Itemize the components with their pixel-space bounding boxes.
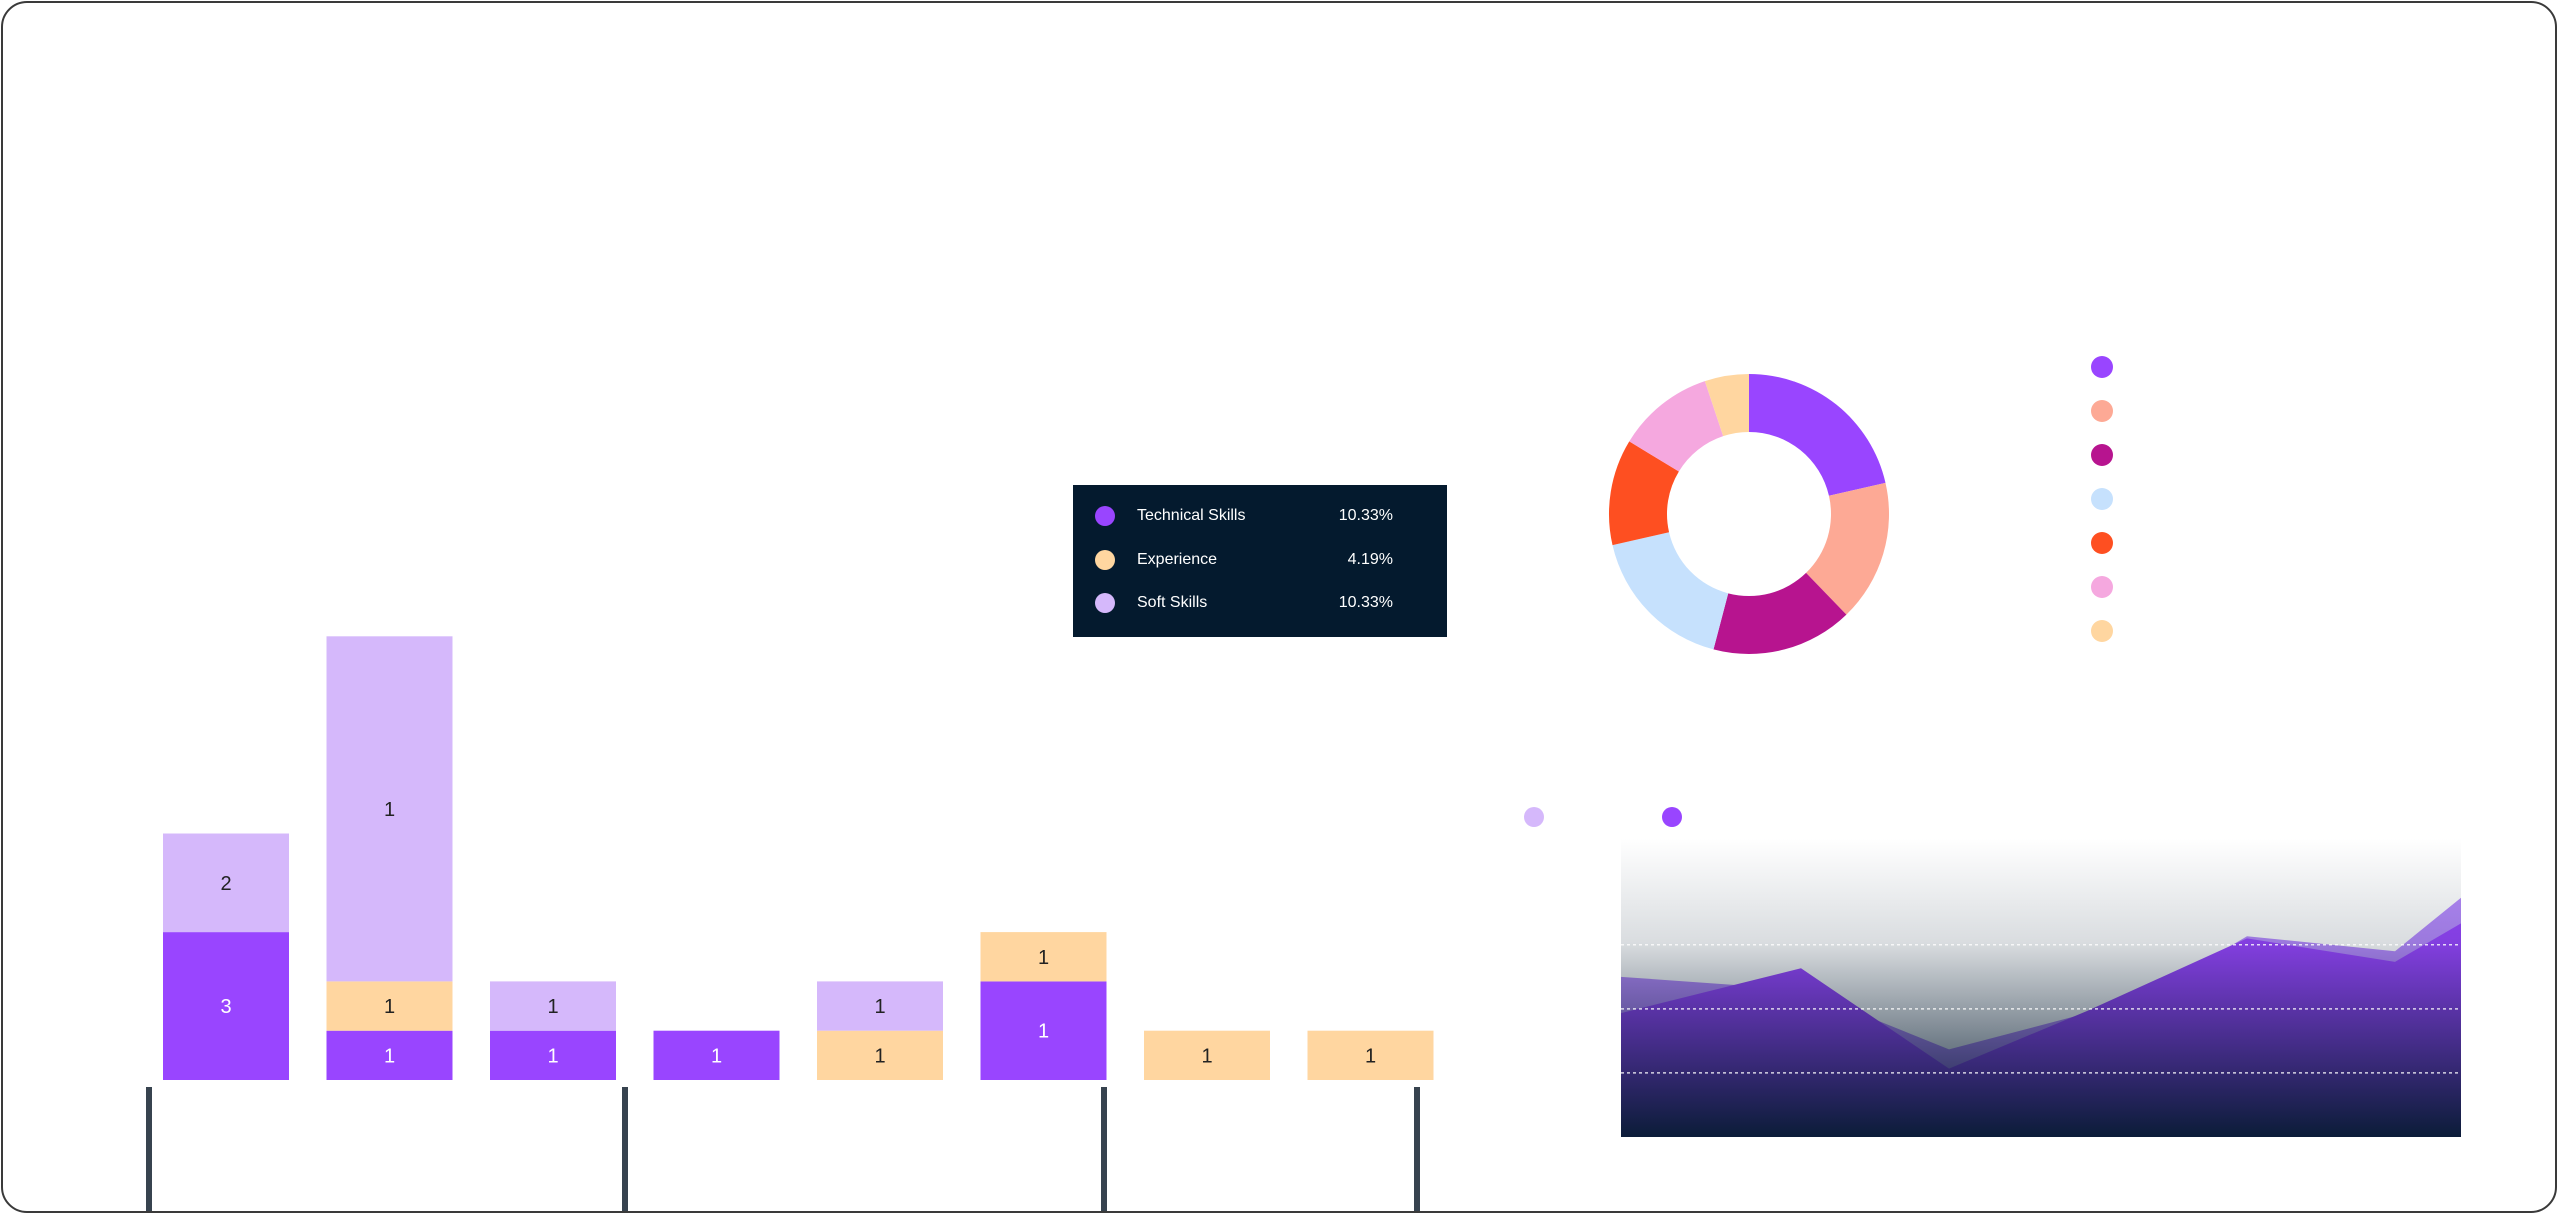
tooltip-label: Experience bbox=[1137, 550, 1218, 568]
axis-divider bbox=[1101, 1087, 1107, 1211]
tooltip-label: Technical Skills bbox=[1137, 507, 1246, 524]
bar-segment[interactable] bbox=[817, 1030, 943, 1080]
bar-segment[interactable] bbox=[326, 1030, 453, 1080]
tooltip-value: 10.33% bbox=[1338, 507, 1393, 524]
legend-dot-icon bbox=[2091, 488, 2113, 510]
tooltip-label: Soft Skills bbox=[1137, 594, 1208, 611]
bar-segment[interactable] bbox=[163, 932, 289, 1080]
bar-segment[interactable] bbox=[817, 981, 943, 1031]
donut-slice[interactable] bbox=[1629, 381, 1724, 472]
bar-segment[interactable] bbox=[653, 1030, 780, 1080]
tooltip-value: 4.19% bbox=[1347, 550, 1393, 568]
bar-data-label: 1 bbox=[711, 1045, 722, 1067]
bar-segment[interactable] bbox=[326, 981, 453, 1031]
tooltip-row-soft: Soft Skills 10.33% bbox=[1073, 582, 1447, 626]
legend-dot-icon bbox=[1524, 807, 1544, 827]
bar-data-label: 1 bbox=[384, 996, 395, 1018]
legend-dot-icon bbox=[1662, 807, 1682, 827]
experience-dot-icon bbox=[1095, 549, 1115, 570]
bar-data-label: 1 bbox=[384, 1045, 395, 1067]
donut-slice[interactable] bbox=[1609, 441, 1679, 546]
legend-dot-icon bbox=[2091, 400, 2113, 422]
legend-dot-icon bbox=[2091, 444, 2113, 466]
donut-slice[interactable] bbox=[1806, 482, 1889, 615]
legend-dot-icon bbox=[2091, 356, 2113, 378]
tooltip-value: 10.33% bbox=[1338, 594, 1393, 611]
bar-data-label: 1 bbox=[1201, 1045, 1212, 1067]
axis-divider bbox=[622, 1087, 628, 1211]
donut-slice[interactable] bbox=[1713, 572, 1847, 654]
area-shading bbox=[1621, 838, 2461, 1137]
area-chart bbox=[1524, 807, 2461, 1137]
donut-slice[interactable] bbox=[1612, 532, 1729, 650]
bar-data-label: 1 bbox=[1038, 1021, 1049, 1043]
bar-segment[interactable] bbox=[326, 636, 453, 982]
bar-segment[interactable] bbox=[490, 981, 616, 1031]
bar-data-label: 2 bbox=[220, 873, 231, 895]
bar-segment[interactable] bbox=[490, 1030, 616, 1080]
bar-segment[interactable] bbox=[1144, 1030, 1270, 1080]
bar-data-label: 1 bbox=[1038, 947, 1049, 969]
tooltip-row-experience: Experience 4.19% bbox=[1073, 539, 1447, 583]
bar-data-label: 1 bbox=[547, 1045, 558, 1067]
bar-data-label: 1 bbox=[547, 996, 558, 1018]
axis-divider bbox=[1414, 1087, 1420, 1211]
bar-segment[interactable] bbox=[980, 932, 1107, 982]
bar-data-label: 1 bbox=[384, 799, 395, 821]
bar-data-label: 3 bbox=[220, 996, 231, 1018]
bar-segment[interactable] bbox=[980, 981, 1107, 1080]
donut-slice[interactable] bbox=[1704, 374, 1749, 437]
bar-segment[interactable] bbox=[1307, 1030, 1434, 1080]
legend-dot-icon bbox=[2091, 576, 2113, 598]
donut-slice[interactable] bbox=[1749, 374, 1886, 496]
chart-tooltip: Technical Skills 10.33% Experience 4.19%… bbox=[1073, 485, 1447, 637]
soft-skills-dot-icon bbox=[1095, 593, 1115, 613]
axis-divider bbox=[146, 1087, 152, 1211]
legend-dot-icon bbox=[2091, 620, 2113, 642]
bar-data-label: 1 bbox=[874, 1045, 885, 1067]
legend-dot-icon bbox=[2091, 532, 2113, 554]
bar-data-label: 1 bbox=[1365, 1045, 1376, 1067]
tooltip-row-technical: Technical Skills 10.33% bbox=[1073, 495, 1447, 539]
technical-skills-dot-icon bbox=[1095, 506, 1115, 526]
bar-data-label: 1 bbox=[874, 996, 885, 1018]
stacked-bar-chart: 3 2 1 1 1 1 1 1 1 1 1 1 1 1 bbox=[146, 636, 1434, 1211]
donut-chart bbox=[1609, 356, 2113, 654]
bar-segment[interactable] bbox=[163, 833, 289, 933]
